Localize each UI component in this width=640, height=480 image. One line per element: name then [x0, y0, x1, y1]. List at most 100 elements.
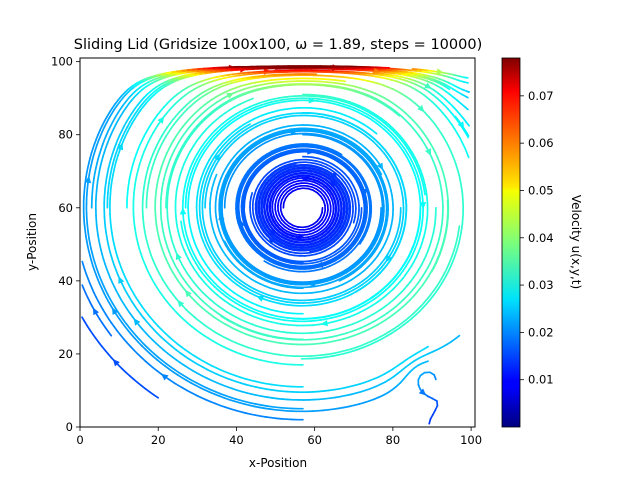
streamline-segment [268, 260, 276, 265]
streamline-segment [220, 69, 228, 73]
streamline-segment [372, 112, 379, 117]
streamline-segment [320, 161, 328, 166]
streamline-segment [243, 73, 251, 76]
streamline-segment [239, 87, 247, 92]
streamline-segment [328, 95, 336, 99]
streamline-segment [333, 312, 341, 316]
streamline-segment [290, 185, 297, 190]
streamline-segment [230, 155, 236, 162]
streamline-segment [271, 127, 278, 132]
streamline-segment [276, 126, 283, 130]
streamline-segment [392, 325, 399, 330]
streamline-segment [276, 178, 283, 184]
streamline-segment [275, 163, 282, 169]
streamline-segment [179, 361, 186, 367]
streamline-segment [353, 282, 360, 288]
streamline-segment [381, 102, 389, 108]
streamline-segment [328, 185, 334, 192]
streamline-segment [335, 133, 343, 138]
streamline-segment [208, 312, 215, 318]
streamline-segment [240, 353, 247, 357]
streamline-segment [305, 171, 313, 175]
streamline-segment [274, 408, 282, 412]
streamline-segment [194, 73, 201, 77]
streamline-segment [305, 175, 312, 178]
streamline-segment [341, 86, 349, 90]
streamline-segment [378, 69, 386, 72]
streamline-segment [228, 97, 235, 102]
streamline-segment [356, 105, 363, 110]
streamline-segment [281, 316, 289, 319]
streamline-segment [153, 353, 160, 359]
streamline-segment [214, 70, 222, 73]
streamline-segment [345, 330, 353, 335]
streamline-segment [334, 111, 342, 115]
streamline-segment [448, 93, 455, 99]
streamline-segment [148, 391, 155, 396]
streamline-segment [218, 395, 226, 399]
streamline-segment [210, 364, 218, 369]
streamline-segment [396, 90, 403, 95]
streamline-segment [244, 289, 252, 294]
streamline-segment [193, 315, 199, 321]
streamline-segment [273, 247, 281, 252]
streamline-segment [245, 391, 253, 395]
streamline-segment [246, 305, 254, 310]
streamline-segment [461, 88, 469, 93]
streamline-segment [282, 230, 289, 235]
streamline-segment [340, 76, 348, 79]
streamline-segment [434, 80, 442, 85]
streamline-segment [207, 110, 213, 116]
streamline-segment [326, 152, 334, 157]
streamline-segment [332, 175, 339, 181]
streamline-segment [352, 348, 360, 352]
streamline-segment [411, 75, 419, 79]
streamline-segment [224, 291, 231, 297]
streamline-segment [196, 372, 204, 377]
streamline-segment [408, 78, 416, 82]
streamline-segment [334, 395, 342, 399]
streamline-segment [246, 128, 253, 133]
streamline-segment [286, 265, 294, 269]
streamline-segment [288, 253, 296, 257]
streamline-segment [235, 316, 242, 321]
streamline-segment [319, 131, 327, 135]
streamline-segment [189, 88, 196, 93]
streamline-segment [217, 77, 225, 81]
streamline-segment [390, 329, 397, 335]
streamline-segment [458, 112, 464, 119]
streamline-segment [350, 346, 358, 350]
streamline-segment [174, 78, 181, 83]
streamline-segment [358, 302, 365, 307]
streamline-segment [160, 362, 166, 367]
streamline-segment [275, 362, 283, 365]
streamline-segment [437, 73, 444, 77]
streamline-segment [237, 134, 244, 139]
streamline-segment [192, 280, 198, 287]
streamline-segment [328, 173, 334, 179]
streamline-segment [249, 81, 257, 85]
streamline-segment [266, 129, 273, 134]
streamline-arrow [175, 252, 182, 260]
streamline-segment [177, 384, 184, 389]
streamline-segment [365, 277, 372, 283]
streamline-segment [235, 79, 243, 83]
streamline-segment [146, 82, 153, 87]
streamline-segment [319, 151, 326, 155]
streamline-segment [270, 242, 277, 247]
streamline-segment [288, 228, 295, 233]
streamline-segment [349, 116, 356, 121]
streamline-segment [309, 253, 317, 257]
streamline-segment [341, 250, 348, 256]
streamline-segment [273, 254, 281, 259]
streamline-segment [413, 283, 419, 289]
streamline-segment [321, 100, 329, 104]
streamline-segment [270, 78, 278, 81]
streamline-segment [246, 77, 254, 81]
streamline-segment [336, 283, 343, 288]
streamline-segment [322, 126, 330, 130]
streamline-segment [342, 351, 350, 355]
streamline-segment [267, 256, 275, 261]
streamline-segment [221, 282, 227, 288]
streamline-segment [234, 328, 242, 333]
